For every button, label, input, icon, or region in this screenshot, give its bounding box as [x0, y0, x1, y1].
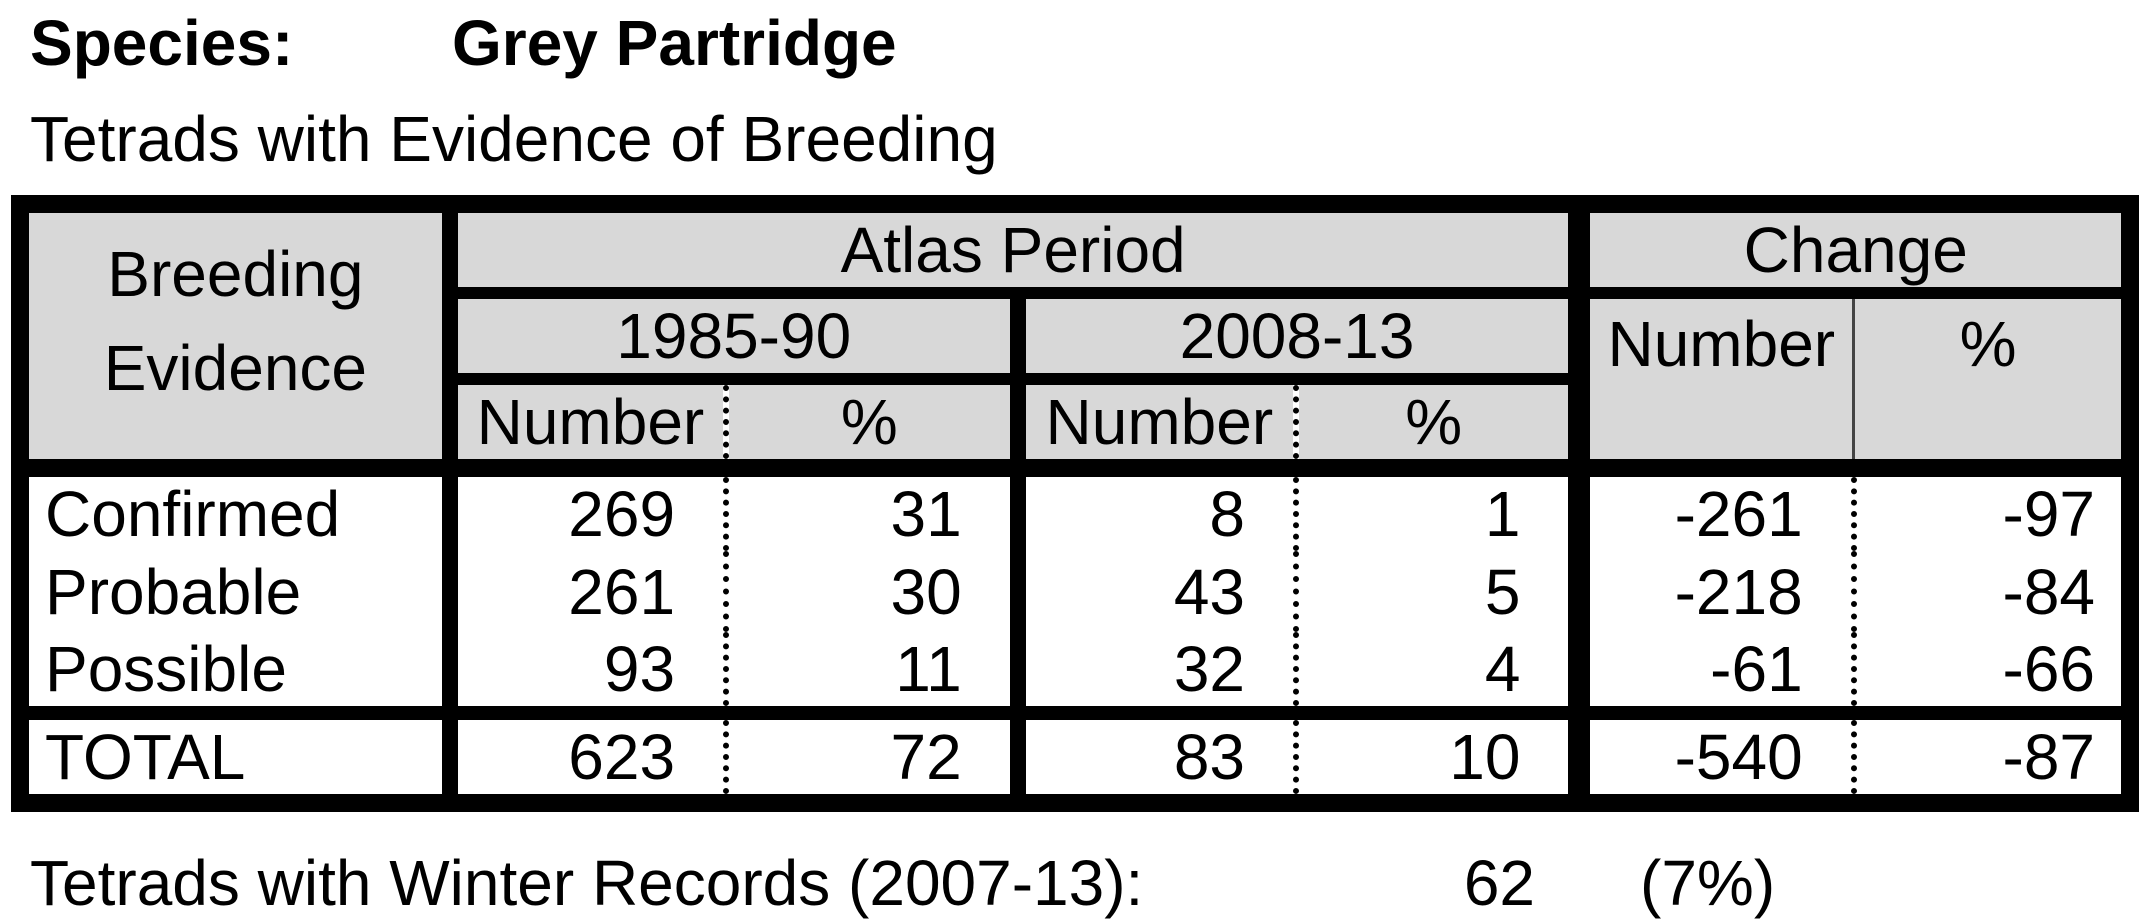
table-cell: 11 [726, 632, 1026, 713]
table-cell: -218 [1579, 551, 1857, 632]
table-cell: 72 [726, 706, 1026, 803]
header-change: Change [1579, 204, 2130, 299]
species-value: Grey Partridge [452, 7, 897, 79]
table-cell: -84 [2002, 555, 2096, 628]
table-cell: 5 [1296, 551, 1591, 632]
winter-records-label: Tetrads with Winter Records (2007-13): [30, 847, 1144, 919]
table-subtitle: Tetrads with Evidence of Breeding [30, 103, 998, 175]
header-period-1985-90: 1985-90 [449, 293, 1026, 385]
row-label: Probable [20, 551, 458, 632]
table-row-possible: Possible 93 11 32 4 -61 -66 [20, 632, 2130, 713]
table-cell: 623 [449, 706, 730, 803]
table-cell: -540 [1579, 706, 1857, 803]
winter-records-value: 62 [1463, 847, 1535, 919]
table-cell: -66 [2002, 633, 2096, 705]
header-p2-number: Number [1017, 379, 1300, 477]
table-cell: 32 [1017, 632, 1300, 713]
table-row-confirmed: Confirmed 269 31 8 1 -261 -97 [20, 468, 2130, 551]
header-row-2: 1985-90 2008-13 Number % [20, 293, 2130, 477]
header-period-2008-13: 2008-13 [1017, 293, 1591, 385]
table-cell: -87 [1853, 706, 2130, 803]
table-cell: 43 [1017, 551, 1300, 632]
species-title-line: Species: Grey Partridge [30, 6, 897, 80]
table-cell: 1 [1296, 468, 1591, 551]
winter-records-footer: Tetrads with Winter Records (2007-13): 6… [0, 846, 2150, 920]
winter-records-percent: (7%) [1640, 847, 1776, 919]
species-label: Species: [30, 7, 294, 79]
table-cell: 83 [1017, 706, 1300, 803]
header-row-1: Breeding Evidence Atlas Period Change [20, 204, 2130, 477]
table-row-total: TOTAL 623 72 83 10 -540 -87 [20, 706, 2130, 803]
header-change-percent: % [1853, 293, 2130, 477]
header-change-number: Number [1579, 293, 1856, 477]
table-cell: 269 [449, 468, 730, 551]
header-atlas-period: Atlas Period [449, 204, 1591, 299]
table-cell: 93 [449, 632, 730, 713]
header-p2-percent: % [1296, 379, 1591, 477]
header-p1-number: Number [449, 379, 730, 477]
breeding-evidence-table: Breeding Evidence Atlas Period Change 19… [11, 195, 2139, 812]
table-cell: -261 [1579, 468, 1857, 551]
table-cell: -97 [2002, 478, 2096, 550]
header-breeding-evidence: Breeding Evidence [20, 204, 458, 477]
table-cell: 10 [1296, 706, 1591, 803]
table-cell: 4 [1296, 632, 1591, 713]
header-breeding-line2: Evidence [103, 332, 368, 404]
table-cell: 31 [726, 468, 1026, 551]
row-label: Confirmed [20, 468, 458, 551]
table-cell: -61 [1579, 632, 1857, 713]
table-cell: 30 [726, 551, 1026, 632]
row-label: TOTAL [20, 706, 458, 803]
header-row-3: Number % Number % [20, 379, 2130, 477]
table-row-probable: Probable 261 30 43 5 -218 -84 [20, 551, 2130, 632]
header-p1-percent: % [726, 379, 1026, 477]
table-cell: 8 [1017, 468, 1300, 551]
header-breeding-line1: Breeding [107, 238, 364, 310]
row-label: Possible [20, 632, 458, 713]
table-cell: 261 [449, 551, 730, 632]
